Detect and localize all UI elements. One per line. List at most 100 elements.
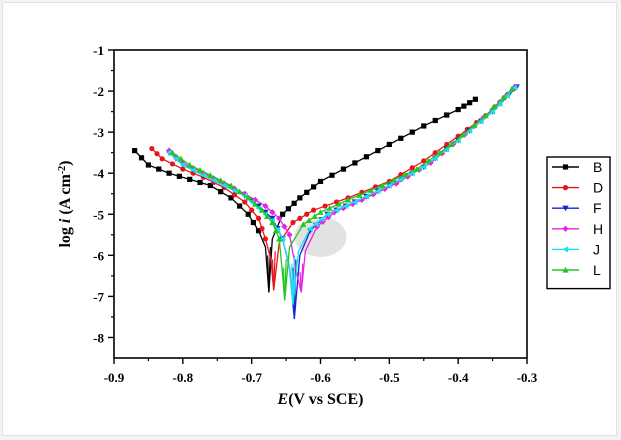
data-point [342, 202, 349, 210]
x-tick-label: -0.7 [241, 370, 262, 385]
data-point [312, 220, 319, 227]
data-point [227, 182, 235, 189]
y-axis-title-symbol: i [57, 218, 74, 223]
data-point [311, 184, 317, 190]
data-point [186, 161, 193, 168]
data-point [455, 137, 461, 144]
data-point [197, 179, 203, 186]
data-point [304, 189, 310, 195]
data-point [409, 170, 415, 177]
x-tick-label: -0.5 [379, 370, 400, 385]
legend-marker [562, 164, 569, 170]
data-point [472, 96, 478, 102]
data-point [274, 226, 281, 233]
legend-item-H: H [552, 221, 603, 237]
plot-layer: -0.9 -0.8 -0.7 -0.6 -0.5 -0.4 -0.3 -8 -7 -6 -5 -4 -3… [93, 43, 538, 385]
data-point [262, 236, 269, 242]
data-point [367, 187, 375, 193]
data-point [356, 192, 363, 198]
data-point [187, 176, 193, 182]
legend-marker [562, 266, 569, 273]
data-point [172, 155, 179, 162]
data-point [252, 200, 259, 207]
y-tick-label: -6 [93, 248, 104, 263]
data-point [169, 161, 176, 167]
data-point [307, 225, 313, 232]
data-point [489, 108, 496, 115]
legend-label: J [593, 241, 600, 257]
data-point [290, 219, 296, 226]
series-line [168, 87, 516, 305]
data-point [318, 215, 325, 223]
x-axis-title-unit: (V vs SCE) [288, 391, 363, 408]
y-axis-title-exponent: -2 [57, 166, 68, 174]
x-tick-label: -0.6 [310, 370, 331, 385]
data-point [374, 187, 381, 195]
data-point [322, 203, 328, 209]
legend-marker [562, 225, 569, 232]
legend-label: H [593, 221, 603, 237]
data-point [324, 211, 330, 218]
data-point [500, 94, 507, 101]
data-point [154, 151, 160, 157]
data-point [276, 235, 283, 242]
data-point [180, 166, 186, 172]
series-H [165, 83, 518, 293]
data-point [459, 131, 466, 138]
y-tick-label: -2 [93, 84, 104, 99]
data-point [409, 165, 415, 171]
data-point [386, 141, 392, 148]
data-point [508, 85, 515, 92]
legend-label: L [593, 262, 601, 278]
data-point [444, 141, 450, 148]
series-spike [284, 259, 287, 301]
data-point [352, 160, 358, 166]
data-point [448, 141, 455, 148]
data-point [344, 196, 352, 203]
legend-box [546, 156, 611, 290]
data-point [190, 167, 196, 174]
data-point [169, 149, 176, 156]
data-point [245, 211, 251, 217]
data-point [218, 189, 224, 195]
data-point [317, 209, 324, 215]
data-point [210, 177, 217, 184]
data-point [178, 155, 185, 162]
data-point [436, 149, 443, 156]
data-point [196, 167, 204, 173]
data-point [420, 163, 427, 171]
data-point [259, 226, 265, 232]
data-point [249, 207, 255, 213]
y-tick-label: -1 [93, 43, 104, 58]
data-point [237, 203, 243, 209]
data-point [281, 223, 288, 230]
data-point [478, 118, 484, 125]
data-point [358, 196, 365, 203]
data-point [491, 103, 498, 110]
data-point [402, 171, 409, 178]
y-tick-label: -4 [93, 166, 104, 181]
legend-item-D: D [552, 180, 603, 196]
data-point [386, 182, 392, 189]
series-D [149, 86, 516, 291]
series-line [172, 88, 513, 301]
data-point [228, 195, 234, 201]
x-axis-title-symbol: E [277, 391, 289, 408]
data-point [511, 84, 518, 91]
data-point [269, 215, 276, 222]
data-point [255, 228, 262, 234]
data-point [398, 135, 404, 141]
data-point [461, 103, 467, 109]
legend-item-F: F [552, 200, 602, 216]
data-point [248, 198, 255, 206]
y-tick-label: -3 [93, 125, 104, 140]
y-tick-label: -8 [93, 330, 104, 345]
data-point [333, 207, 340, 214]
data-point [149, 145, 155, 152]
data-point [250, 219, 256, 226]
y-axis-title-unit: (A cm [57, 174, 74, 219]
data-point [279, 235, 286, 243]
data-point [132, 148, 138, 154]
x-tick-label: -0.8 [173, 370, 194, 385]
